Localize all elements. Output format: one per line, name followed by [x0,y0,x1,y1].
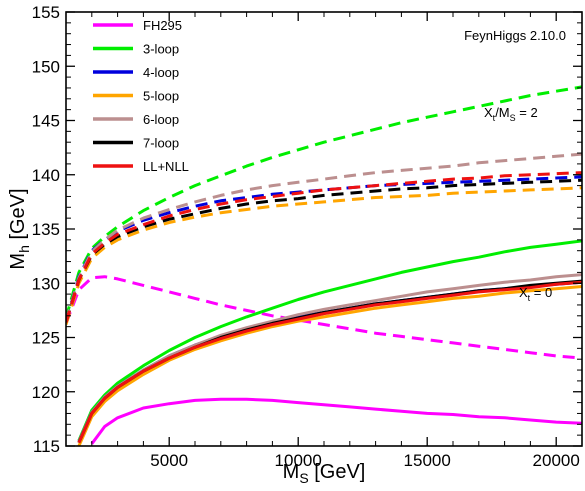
y-tick-label: 115 [33,437,60,456]
x-axis-title: MS [GeV] [283,461,366,486]
y-tick-label: 125 [32,329,60,348]
x-tick-label: 5000 [150,451,188,470]
y-tick-label: 135 [32,220,60,239]
legend-label-4-loop: 4-loop [143,65,179,80]
legend-label-7-loop: 7-loop [143,136,179,151]
y-tick-label: 120 [32,383,60,402]
annotation-xt-over-ms-2: Xt/MS = 2 [484,105,538,123]
y-tick-label: 150 [32,57,60,76]
series-5-loop-xt2-dashed [66,186,582,325]
annotation-xt-0: Xt = 0 [519,285,552,303]
x-tick-label: 15000 [404,451,451,470]
series-5-loop-xt0-solid [77,285,582,446]
series-7-loop-xt2-dashed [66,178,582,323]
legend-label-6-loop: 6-loop [143,112,179,127]
version-label: FeynHiggs 2.10.0 [464,28,566,43]
y-tick-label: 140 [32,166,60,185]
series-fh295-xt2-dashed [66,275,582,360]
y-tick-label: 145 [32,112,60,131]
y-axis-title: Mh [GeV] [7,188,32,269]
series-fh295-xt0-solid [90,397,582,445]
legend: FH295 3-loop 4-loop 5-loop 6-loop 7-loop LL+NL… [93,18,189,174]
series-4-loop-xt2-dashed [66,175,582,322]
x-tick-label: 10000 [275,451,322,470]
series-3-loop-xt0-solid [77,239,582,442]
y-tick-label: 155 [32,3,60,22]
series-layer [66,85,582,446]
series-3-loop-xt2-dashed [66,85,582,319]
legend-label-fh295: FH295 [143,18,182,33]
legend-label-3-loop: 3-loop [143,42,179,57]
series-6-loop-xt2-dashed [66,152,582,322]
series-ll-nll-xt0-solid [77,280,582,444]
x-tick-label: 20000 [533,451,580,470]
legend-label-ll-nll: LL+NLL [143,159,189,174]
legend-label-5-loop: 5-loop [143,89,179,104]
series-ll-nll-xt2-dashed [66,171,582,323]
y-tick-label: 130 [32,274,60,293]
ticks-layer: 5000 10000 15000 20000 115 120 125 130 135 140 145… [32,3,583,470]
